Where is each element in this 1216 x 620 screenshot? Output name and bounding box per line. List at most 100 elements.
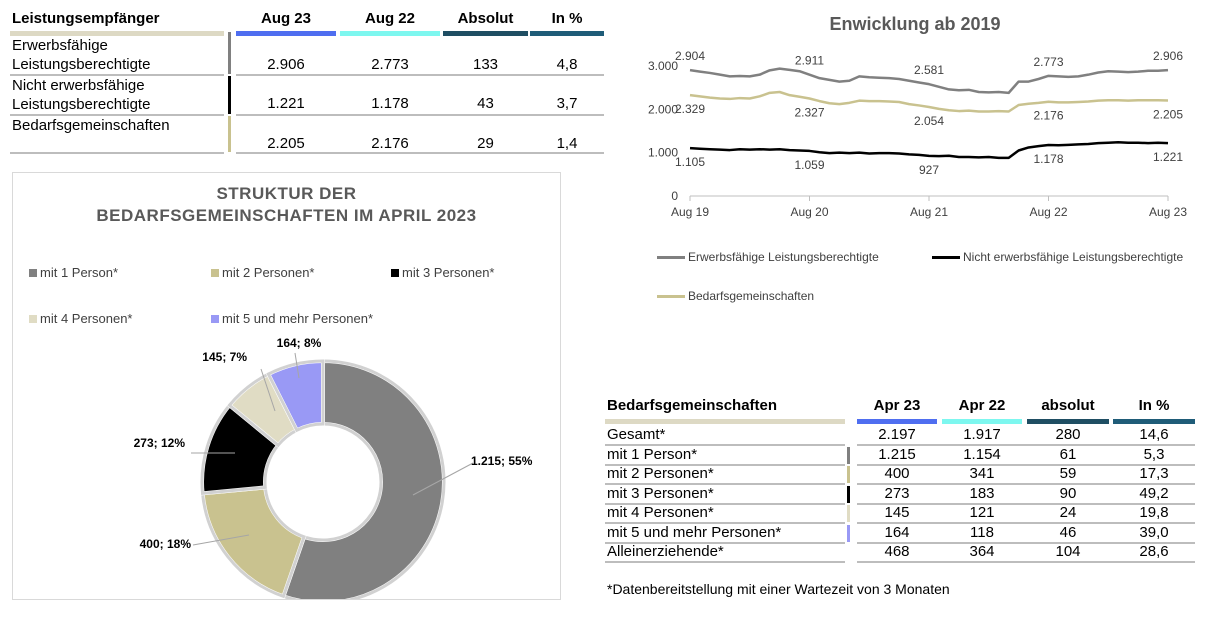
series-data-label: 2.054: [914, 114, 944, 128]
bottom-table: Bedarfsgemeinschaften Apr 23 Apr 22 abso…: [605, 396, 1197, 566]
bottom-row-label: mit 5 und mehr Personen*: [607, 523, 782, 541]
top-cell: 2.176: [371, 135, 409, 152]
row-color-mark: [228, 32, 231, 74]
bottom-cell: 90: [1059, 484, 1077, 502]
row-separator: [605, 483, 845, 485]
line-chart-title: Enwicklung ab 2019: [829, 14, 1001, 34]
donut-chart-panel: STRUKTUR DER BEDARFSGEMEINSCHAFTEN IM AP…: [12, 172, 561, 600]
series-data-label: 1.059: [794, 158, 824, 172]
row-separator: [605, 522, 845, 524]
bottom-cell: 19,8: [1139, 504, 1169, 521]
y-tick-label: 3.000: [648, 59, 678, 73]
top-cell: 43: [477, 95, 494, 112]
legend-line: [657, 294, 685, 298]
row-separator: [605, 541, 845, 544]
donut-slice-edge: [266, 359, 325, 433]
top-cell: 2.906: [267, 56, 305, 73]
header-bar: [1027, 419, 1109, 424]
series-data-label: 2.581: [914, 63, 944, 77]
header-bar: [340, 31, 440, 36]
row-separator: [857, 483, 1195, 485]
y-tick-label: 0: [671, 189, 678, 203]
top-table-header-label: Leistungsempfänger: [10, 8, 224, 36]
series-data-label: 2.911: [795, 54, 824, 68]
legend-item: mit 1 Person*: [29, 265, 118, 280]
series-line: [689, 141, 1169, 160]
leader-line: [294, 352, 300, 379]
top-row-label: Nicht erwerbsfähige Leistungsberechtigte: [12, 76, 150, 114]
legend-item: mit 2 Personen*: [211, 265, 315, 280]
header-bar: [530, 31, 604, 36]
series-data-label: 1.178: [1033, 152, 1063, 166]
legend-swatch: [391, 268, 399, 277]
row-color-mark: [228, 76, 231, 114]
bottom-cell: 14,6: [1139, 426, 1169, 443]
series-data-label: 2.176: [1033, 109, 1063, 123]
line-legend-item: Bedarfsgemeinschaften: [657, 289, 814, 303]
legend-swatch: [29, 314, 37, 323]
row-label-line: Leistungsberechtigte: [12, 96, 151, 113]
row-color-mark: [228, 116, 231, 152]
legend-label: Erwerbsfähige Leistungsberechtigte: [688, 250, 879, 264]
line-chart: Aug 19 Aug 20 Aug 21 Aug 22 Aug 23 0 1.000 2.00…: [648, 49, 1187, 219]
top-table: Leistungsempfänger Aug 23 Aug 22 Absolut…: [10, 8, 610, 158]
bottom-cell: 28,6: [1139, 543, 1169, 560]
header-bar: [1113, 419, 1195, 424]
leader-line: [192, 534, 250, 546]
bottom-cell: 341: [969, 465, 995, 482]
x-tick-label: Aug 23: [1149, 205, 1187, 219]
donut-data-label: 273; 12%: [134, 436, 186, 450]
bottom-cell: 273: [884, 484, 910, 502]
top-cell: 2.773: [371, 56, 409, 73]
bottom-row-label: Gesamt*: [607, 426, 666, 443]
bottom-cell: 145: [884, 504, 910, 521]
series-data-label: 2.205: [1153, 107, 1183, 121]
header-bar: [443, 31, 528, 36]
bottom-cell: 1.154: [963, 445, 1001, 463]
legend-label: mit 4 Personen*: [40, 311, 133, 326]
top-cell: 1.178: [371, 95, 409, 112]
bottom-cell: 104: [1055, 543, 1081, 560]
row-separator: [236, 74, 604, 76]
bottom-cell: 118: [970, 523, 994, 541]
legend-label: mit 1 Person*: [40, 265, 119, 280]
series-data-label: 927: [919, 163, 939, 177]
bottom-cell: 468: [884, 543, 910, 560]
donut-slice: [200, 485, 307, 599]
donut-data-label: 1.215; 55%: [471, 454, 533, 468]
bottom-cell: 2.197: [878, 426, 916, 443]
row-separator: [10, 114, 224, 116]
header-bar: [236, 31, 336, 36]
bottom-cell: 59: [1059, 465, 1077, 482]
row-separator: [605, 463, 845, 466]
top-cell: 4,8: [556, 56, 578, 73]
series-data-label: 2.904: [675, 49, 705, 63]
series-data-label: 2.327: [794, 106, 824, 120]
top-row-label: Bedarfsgemeinschaften: [12, 116, 170, 135]
row-label-line: Erwerbsfähige: [12, 37, 108, 54]
bottom-cell: 17,3: [1139, 465, 1169, 482]
legend-item: mit 5 und mehr Personen*: [211, 311, 373, 326]
row-separator: [605, 444, 845, 446]
top-table-header-percent: In %: [530, 8, 604, 36]
top-table-header-aug23: Aug 23: [236, 8, 336, 36]
legend-label: mit 5 und mehr Personen*: [222, 311, 374, 326]
top-cell: 133: [472, 56, 499, 73]
bottom-table-header-percent: In %: [1113, 396, 1195, 424]
bottom-row-label: mit 1 Person*: [607, 445, 698, 463]
bottom-cell: 280: [1055, 426, 1081, 443]
legend-line: [932, 255, 960, 259]
bottom-cell: 183: [969, 484, 995, 502]
row-color-mark: [847, 505, 850, 522]
header-bar: [942, 419, 1022, 424]
row-separator: [605, 502, 845, 505]
title-line: STRUKTUR DER: [216, 184, 357, 203]
bottom-cell: 400: [884, 465, 910, 482]
row-color-mark: [847, 446, 850, 464]
legend-line: [657, 255, 685, 259]
donut-data-label: 145; 7%: [202, 350, 247, 364]
series-line: [689, 90, 1169, 113]
top-cell: 3,7: [556, 95, 578, 112]
bottom-row-label: mit 2 Personen*: [607, 465, 714, 482]
series-data-label: 1.221: [1153, 150, 1183, 164]
